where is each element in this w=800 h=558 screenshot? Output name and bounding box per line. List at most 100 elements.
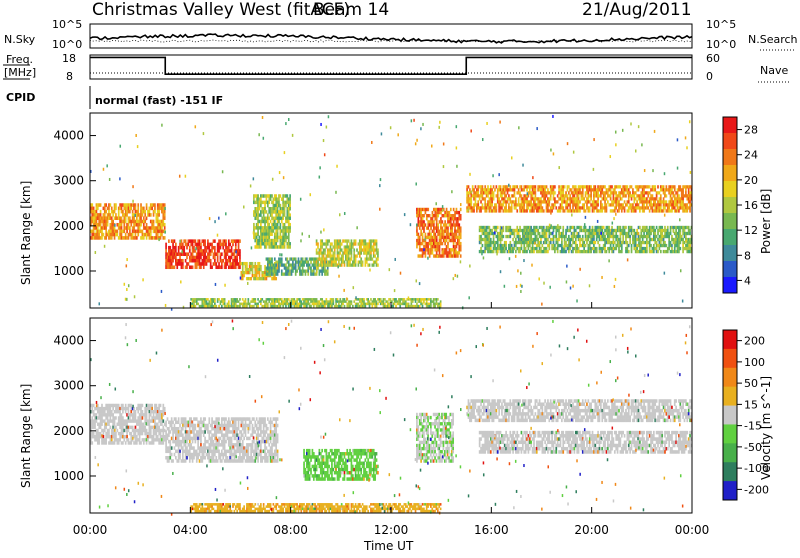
heatmap-cell	[601, 203, 603, 206]
heatmap-cell	[140, 223, 142, 227]
heatmap-cell	[236, 298, 238, 301]
heatmap-cell	[195, 305, 197, 308]
heatmap-cell	[373, 263, 375, 266]
heatmap-cell	[566, 280, 568, 283]
heatmap-cell	[608, 259, 610, 262]
cpid-value: normal (fast) -151 IF	[95, 94, 223, 107]
heatmap-cell	[235, 303, 237, 306]
heatmap-cell	[231, 246, 233, 250]
heatmap-cell	[295, 266, 297, 269]
heatmap-cell	[549, 224, 551, 227]
heatmap-cell	[460, 208, 462, 211]
heatmap-cell	[157, 216, 159, 220]
heatmap-cell	[253, 177, 255, 180]
heatmap-cell	[128, 284, 129, 287]
heatmap-cell	[284, 245, 286, 248]
heatmap-cell	[334, 254, 336, 257]
heatmap-cell	[661, 232, 663, 235]
heatmap-cell	[288, 298, 290, 301]
heatmap-cell	[620, 185, 622, 188]
heatmap-cell	[425, 223, 427, 226]
heatmap-cell	[450, 220, 452, 223]
heatmap-cell	[217, 259, 219, 263]
heatmap-cell	[142, 230, 144, 234]
heatmap-cell	[604, 194, 606, 197]
heatmap-cell	[523, 188, 525, 191]
heatmap-cell	[383, 300, 385, 303]
colorbar-swatch	[723, 133, 737, 150]
heatmap-cell	[450, 251, 452, 254]
heatmap-cell	[273, 201, 275, 204]
power-ylabel: Slant Range [km]	[19, 181, 33, 285]
heatmap-cell	[558, 229, 560, 232]
heatmap-cell	[331, 248, 333, 251]
heatmap-cell	[111, 216, 113, 220]
heatmap-cell	[484, 185, 486, 188]
heatmap-cell	[499, 121, 501, 124]
heatmap-cell	[218, 217, 220, 220]
heatmap-cell	[615, 213, 617, 216]
heatmap-cell	[543, 209, 545, 212]
heatmap-cell	[689, 232, 691, 235]
heatmap-cell	[579, 188, 581, 191]
heatmap-cell	[165, 246, 167, 250]
heatmap-cell	[579, 200, 581, 203]
heatmap-cell	[274, 257, 276, 260]
heatmap-cell	[660, 203, 662, 206]
heatmap-cell	[239, 249, 241, 253]
heatmap-cell	[486, 122, 488, 125]
heatmap-cell	[135, 233, 137, 237]
heatmap-cell	[288, 236, 290, 239]
heatmap-cell	[416, 279, 418, 282]
heatmap-cell	[538, 277, 540, 280]
heatmap-cell	[133, 217, 135, 220]
heatmap-cell	[625, 238, 627, 241]
heatmap-cell	[555, 206, 557, 209]
heatmap-cell	[586, 241, 588, 244]
heatmap-cell	[657, 250, 659, 253]
heatmap-cell	[437, 214, 439, 217]
heatmap-cell	[355, 239, 357, 242]
heatmap-cell	[142, 278, 144, 281]
heatmap-cell	[430, 303, 432, 306]
heatmap-cell	[482, 194, 484, 197]
heatmap-cell	[575, 185, 577, 188]
heatmap-cell	[215, 262, 217, 266]
heatmap-cell	[564, 197, 566, 200]
heatmap-cell	[377, 303, 379, 306]
heatmap-cell	[646, 203, 648, 206]
heatmap-cell	[326, 245, 328, 248]
heatmap-cell	[356, 254, 358, 257]
heatmap-cell	[394, 258, 396, 261]
heatmap-cell	[211, 249, 213, 253]
heatmap-cell	[430, 233, 432, 236]
heatmap-cell	[441, 226, 443, 229]
heatmap-cell	[472, 185, 474, 188]
nsky-tick-high: 10^5	[52, 18, 82, 31]
heatmap-cell	[523, 206, 525, 209]
heatmap-cell	[555, 232, 557, 235]
heatmap-cell	[367, 298, 369, 301]
heatmap-cell	[360, 257, 362, 260]
heatmap-cell	[419, 282, 421, 285]
heatmap-cell	[511, 206, 513, 209]
heatmap-cell	[280, 194, 282, 197]
heatmap-cell	[613, 250, 615, 253]
heatmap-cell	[516, 185, 518, 188]
heatmap-cell	[477, 188, 479, 191]
heatmap-cell	[307, 260, 309, 263]
heatmap-cell	[229, 243, 231, 247]
heatmap-cell	[685, 136, 687, 139]
heatmap-cell	[440, 223, 442, 226]
heatmap-cell	[260, 204, 262, 207]
heatmap-cell	[146, 203, 148, 207]
heatmap-cell	[114, 224, 116, 227]
heatmap-cell	[197, 303, 199, 306]
heatmap-cell	[438, 126, 440, 129]
heatmap-cell	[620, 238, 622, 241]
heatmap-cell	[505, 194, 507, 197]
heatmap-cell	[677, 167, 679, 170]
heatmap-cell	[374, 298, 376, 301]
heatmap-cell	[514, 247, 516, 250]
heatmap-cell	[659, 191, 661, 194]
